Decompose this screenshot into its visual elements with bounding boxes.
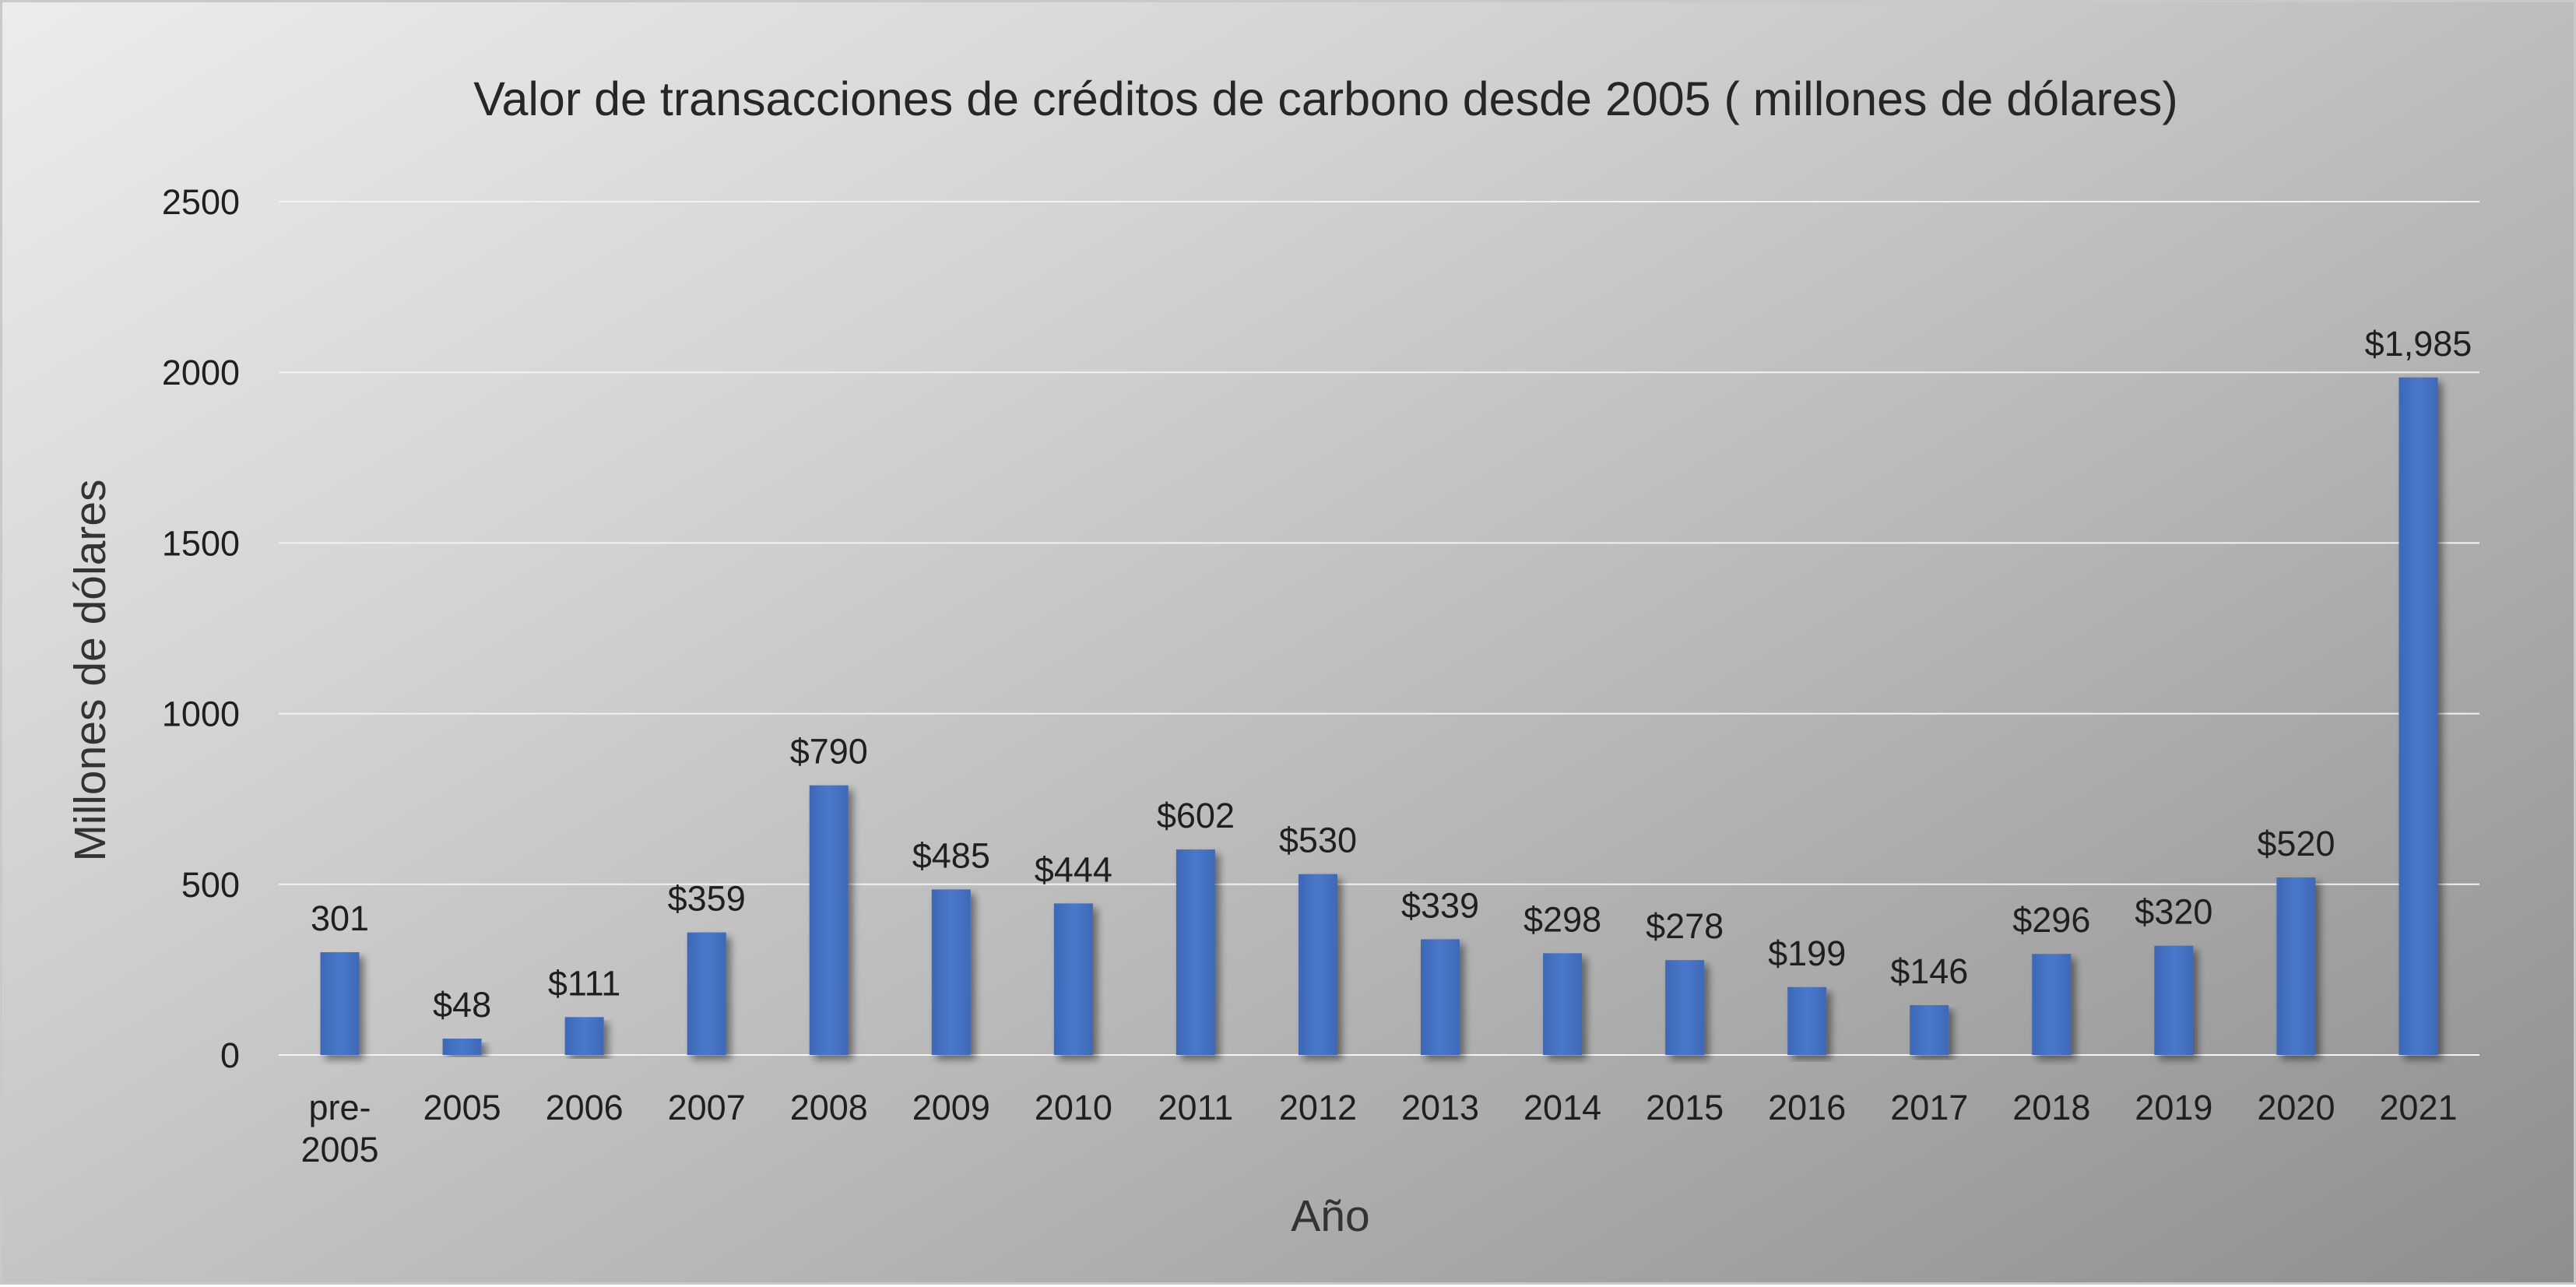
bar [1665,960,1705,1055]
y-tick-label: 1500 [162,523,240,563]
bar [931,889,971,1055]
data-label: $485 [912,835,990,875]
data-label: $146 [1890,951,1968,991]
x-tick-label: 2010 [1035,1088,1112,1127]
x-tick-label: 2014 [1523,1088,1601,1127]
data-label: $1,985 [2365,324,2472,364]
bar [1910,1004,1949,1055]
x-tick-label: 2008 [790,1088,868,1127]
data-label: $520 [2257,824,2335,863]
y-axis-title: Millones de dólares [65,479,115,861]
x-tick-label: 2005 [423,1088,501,1127]
x-tick-label: 2011 [1158,1088,1234,1127]
grid-lines [279,201,2479,1056]
bar [320,952,360,1055]
data-label: $359 [668,879,746,919]
bar [442,1038,482,1055]
x-tick-label: 2007 [668,1088,746,1127]
data-label: $48 [433,985,491,1025]
data-label: $602 [1157,796,1235,835]
data-label: $111 [548,963,620,1003]
data-labels: 301 $48 $111 $359 $790 $485 $444 $602 $530 $339 $2… [311,324,2472,1025]
y-tick-label: 1000 [162,694,240,734]
x-tick-label: 2017 [1890,1088,1968,1127]
bar [2276,877,2316,1055]
x-tick-label: 2021 [2379,1088,2457,1127]
y-axis-tick-labels: 0 500 1000 1500 2000 2500 [162,182,240,1075]
data-label: $320 [2135,892,2212,932]
data-label: $790 [790,732,868,772]
bar [1053,903,1093,1055]
data-label: $298 [1523,899,1601,939]
bar [1543,953,1583,1055]
data-label: $530 [1279,821,1357,860]
bar [1787,986,1827,1055]
y-tick-label: 500 [181,865,240,905]
bar [564,1017,604,1055]
x-tick-label: 2016 [1768,1088,1846,1127]
y-tick-label: 2500 [162,182,240,222]
bar [2154,945,2194,1055]
y-tick-label: 2000 [162,353,240,392]
x-axis-title: Año [1291,1191,1369,1241]
data-label: $339 [1401,885,1479,925]
x-tick-label: 2015 [1646,1088,1724,1127]
bar [2399,377,2438,1055]
x-tick-label: 2012 [1279,1088,1357,1127]
x-tick-label: 2009 [912,1088,990,1127]
bars [320,377,2438,1055]
y-tick-label: 0 [220,1036,240,1075]
data-label: $296 [2012,900,2090,940]
data-label: $278 [1646,906,1724,946]
bar [1176,849,1215,1055]
bar [1421,939,1460,1055]
data-label: $444 [1035,849,1112,889]
bar [1298,874,1337,1055]
bar [687,932,726,1055]
x-tick-label: 2013 [1401,1088,1479,1127]
bar [809,785,849,1055]
x-axis-tick-labels: pre-2005 2005 2006 2007 2008 2009 2010 2011 2012… [300,1088,2457,1169]
x-tick-label: 2018 [2012,1088,2090,1127]
bar [2032,954,2072,1055]
chart-title: Valor de transacciones de créditos de ca… [473,72,2177,125]
data-label: 301 [311,898,369,938]
x-tick-label: 2019 [2135,1088,2212,1127]
x-tick-label: 2006 [546,1088,624,1127]
x-tick-label: pre-2005 [300,1088,378,1169]
data-label: $199 [1768,934,1846,973]
x-tick-label: 2020 [2257,1088,2335,1127]
